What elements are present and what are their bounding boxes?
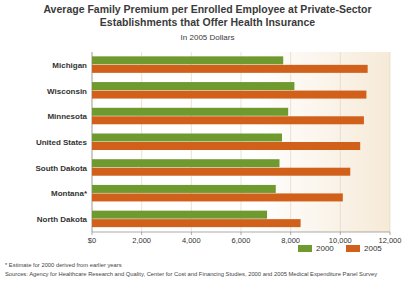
title: Average Family Premium per Enrolled Empl… (43, 3, 371, 28)
footnote: * Estimate for 2000 derived from earlier… (5, 262, 122, 268)
bar (92, 65, 368, 73)
bar (92, 82, 294, 90)
bar (92, 56, 283, 64)
tick-label: 4,000 (182, 236, 201, 245)
bar (92, 142, 360, 150)
legend-label: 2000 (316, 244, 334, 253)
tick-mark (390, 232, 391, 235)
tick-label: 2,000 (132, 236, 151, 245)
bar (92, 211, 267, 219)
tick-mark (92, 232, 93, 235)
category-label: South Dakota (35, 164, 87, 173)
category-label: Montana* (51, 189, 88, 198)
category-label: Wisconsin (47, 87, 87, 96)
tick-mark (340, 232, 341, 235)
subtitle: In 2005 Dollars (181, 33, 235, 42)
bar (92, 116, 364, 124)
category-label: Minnesota (47, 112, 87, 121)
chart: Average Family Premium per Enrolled Empl… (0, 0, 415, 287)
bars (92, 56, 368, 227)
x-axis (92, 232, 390, 233)
tick-label: 6,000 (232, 236, 251, 245)
title-line: Establishments that Offer Health Insuran… (100, 16, 315, 28)
tick-label: $0 (88, 236, 96, 245)
bar (92, 219, 301, 227)
grid-line (390, 52, 391, 232)
bar (92, 134, 282, 142)
tick-mark (290, 232, 291, 235)
bar (92, 185, 276, 193)
tick-label: 8,000 (281, 236, 300, 245)
legend-label: 2005 (364, 244, 382, 253)
category-label: North Dakota (37, 215, 88, 224)
tick-mark (141, 232, 142, 235)
tick-mark (241, 232, 242, 235)
category-label: Michigan (52, 61, 87, 70)
bar (92, 108, 288, 116)
bar (92, 91, 366, 99)
tick-mark (191, 232, 192, 235)
plot-background (92, 52, 390, 232)
bar (92, 159, 279, 167)
title-line: Average Family Premium per Enrolled Empl… (43, 3, 371, 15)
bar (92, 193, 343, 201)
bar (92, 168, 350, 176)
legend-swatch (346, 245, 360, 252)
category-label: United States (36, 138, 88, 147)
legend-swatch (298, 245, 312, 252)
footnote: Sources: Agency for Healthcare Research … (5, 271, 377, 277)
tick-label: 12,000 (379, 236, 402, 245)
